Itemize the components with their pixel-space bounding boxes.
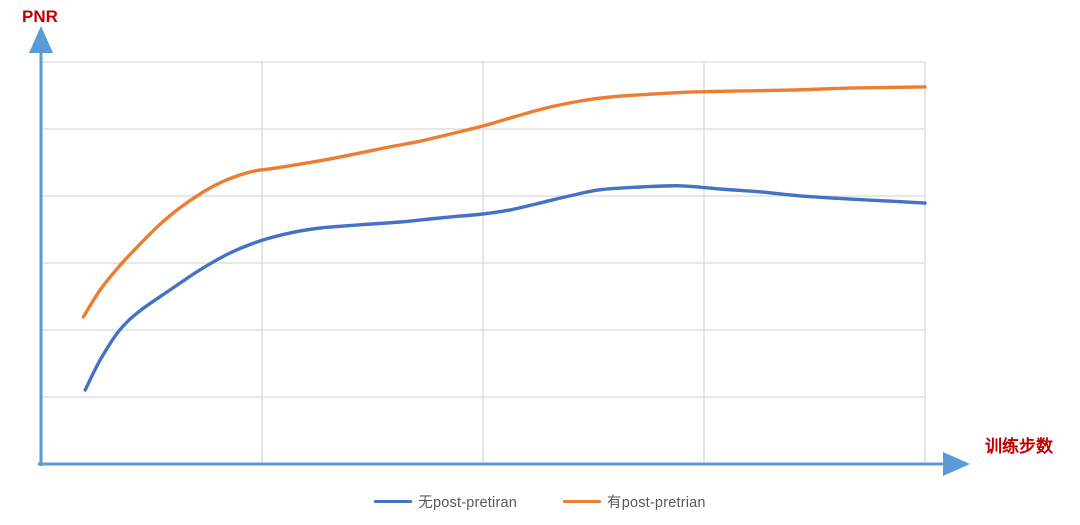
x-axis-title: 训练步数 <box>985 437 1053 456</box>
series-line <box>81 85 927 319</box>
legend-line-swatch-orange <box>563 499 601 503</box>
series-paths <box>81 85 927 392</box>
legend-label: 有post-pretrian <box>607 494 706 511</box>
series-line <box>83 184 927 392</box>
legend-line-swatch-blue <box>374 499 413 503</box>
axes <box>29 26 970 476</box>
legend-item-with-posttrain: 有post-pretrian <box>563 491 706 512</box>
legend-label: 无post-pretiran <box>418 494 517 511</box>
gridlines <box>41 61 926 464</box>
legend: 无post-pretiran 有post-pretrian <box>0 488 1080 514</box>
legend-item-no-posttrain: 无post-pretiran <box>374 491 517 512</box>
y-axis-title: PNR <box>22 7 58 26</box>
